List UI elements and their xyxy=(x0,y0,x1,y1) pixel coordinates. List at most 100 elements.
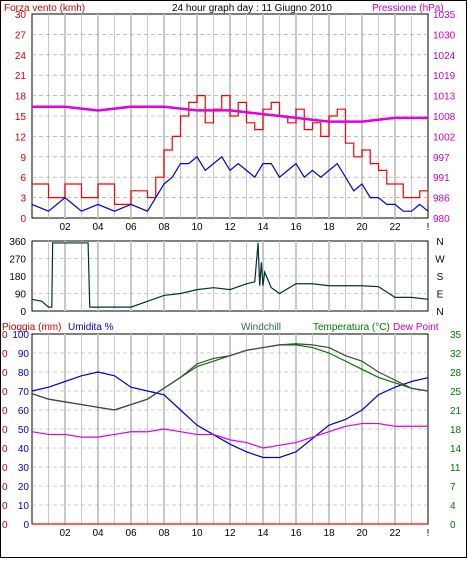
temp-humidity-hour-ticks: 02 04 06 08 10 12 14 16 18 20 22! xyxy=(59,528,429,539)
hour-tick-label: 14 xyxy=(257,222,269,233)
hour-tick-label: 08 xyxy=(158,528,170,539)
pressure-tick-label: 991 xyxy=(433,173,450,184)
wind-pressure-hour-ticks: 02 04 06 08 10 12 14 16 18 20 22! xyxy=(59,222,429,233)
wind-speed-tick-label: 0 xyxy=(20,214,26,225)
pressure-tick-label: 997 xyxy=(433,153,450,164)
wind-average-series xyxy=(31,155,429,212)
rain-tick-label: 0 xyxy=(2,444,8,455)
rain-tick-label: 0 xyxy=(2,463,8,474)
rain-tick-label: 0 xyxy=(2,349,8,360)
wind-speed-tick-label: 27 xyxy=(15,30,27,41)
pressure-tick-label: 980 xyxy=(433,214,450,225)
humidity-tick-label: 100 xyxy=(12,330,29,341)
humidity-tick-label: 20 xyxy=(18,482,30,493)
pressure-tick-label: 986 xyxy=(433,194,450,205)
wind-direction-tick-label: 0 xyxy=(20,307,26,318)
temp-humidity-grid xyxy=(32,334,428,524)
wind-speed-tick-label: 30 xyxy=(15,10,27,21)
temperature-legend: Temperatura (°C) xyxy=(313,322,390,333)
wind-direction-tick-label: 90 xyxy=(15,290,27,301)
compass-tick-label: S xyxy=(437,272,444,283)
pressure-tick-label: 1024 xyxy=(433,51,456,62)
hour-tick-label: 20 xyxy=(356,528,368,539)
wind-axis-title: Forza vento (kmh) xyxy=(4,3,85,14)
wind-speed-ticks: 0 3 6 9 12 15 18 21 24 27 30 xyxy=(15,10,27,225)
rain-tick-label: 0 xyxy=(2,387,8,398)
temperature-tick-label: 35 xyxy=(450,330,462,341)
humidity-tick-label: 30 xyxy=(18,463,30,474)
wind-direction-degree-ticks: 0 90 180 270 360 xyxy=(9,237,26,318)
temperature-tick-label: 14 xyxy=(450,444,462,455)
pressure-tick-label: 1030 xyxy=(433,30,456,41)
humidity-tick-label: 40 xyxy=(18,444,30,455)
hour-tick-label: 02 xyxy=(59,222,71,233)
wind-direction-grid xyxy=(32,241,428,311)
hour-tick-label: 12 xyxy=(224,222,236,233)
dew-point-series xyxy=(31,422,428,449)
humidity-tick-label: 50 xyxy=(18,425,30,436)
wind-speed-tick-label: 12 xyxy=(15,132,27,143)
temperature-tick-label: 11 xyxy=(450,463,461,474)
wind-speed-tick-label: 9 xyxy=(20,153,26,164)
wind-speed-tick-label: 24 xyxy=(15,51,27,62)
rain-tick-label: 0 xyxy=(2,406,8,417)
rain-ticks: 0 0 0 0 0 0 0 0 0 0 0 xyxy=(2,330,8,531)
temperature-tick-label: 4 xyxy=(450,501,456,512)
wind-speed-tick-label: 3 xyxy=(20,194,26,205)
hour-tick-label: 06 xyxy=(125,528,137,539)
wind-speed-tick-label: 15 xyxy=(15,112,27,123)
pressure-tick-label: 1035 xyxy=(433,10,456,21)
compass-tick-label: N xyxy=(436,307,443,318)
hour-tick-label: 22 xyxy=(389,528,401,539)
hour-tick-label: 04 xyxy=(92,222,104,233)
temperature-ticks: 0 4 7 11 14 18 21 25 28 32 35 xyxy=(450,330,462,531)
wind-speed-tick-label: 21 xyxy=(15,71,27,82)
pressure-axis-title: Pressione (hPa) xyxy=(372,3,444,14)
compass-tick-label: W xyxy=(435,255,445,266)
rain-tick-label: 0 xyxy=(2,501,8,512)
rain-tick-label: 0 xyxy=(2,368,8,379)
humidity-axis-title: Umidita % xyxy=(68,322,114,333)
hour-tick-label: 20 xyxy=(356,222,368,233)
rain-tick-label: 0 xyxy=(2,425,8,436)
rain-tick-label: 0 xyxy=(2,330,8,341)
wind-direction-tick-label: 270 xyxy=(9,255,26,266)
humidity-tick-label: 60 xyxy=(18,406,30,417)
wind-direction-series xyxy=(31,242,429,308)
rain-tick-label: 0 xyxy=(2,520,8,531)
temperature-tick-label: 18 xyxy=(450,425,462,436)
windchill-legend: Windchill xyxy=(241,322,281,333)
wind-direction-tick-label: 180 xyxy=(9,272,26,283)
hour-tick-label: 04 xyxy=(92,528,104,539)
temp-humidity-series xyxy=(31,343,429,525)
hour-tick-label: 22 xyxy=(389,222,401,233)
hour-tick-label: 06 xyxy=(125,222,137,233)
windchill-series xyxy=(31,343,429,411)
wind-pressure-series xyxy=(31,94,429,212)
pressure-ticks: 980 986 991 997 1002 1008 1013 1019 1024 1030 1035 xyxy=(433,10,456,225)
pressure-tick-label: 1019 xyxy=(433,71,456,82)
humidity-ticks: 0 10 20 30 40 50 60 70 80 90 100 xyxy=(12,330,29,531)
wind-speed-tick-label: 18 xyxy=(15,92,27,103)
humidity-tick-label: 70 xyxy=(18,387,30,398)
hour-tick-label: 14 xyxy=(257,528,269,539)
temperature-tick-label: 7 xyxy=(450,482,456,493)
chart-main-title: 24 hour graph day : 11 Giugno 2010 xyxy=(172,3,332,14)
rain-tick-label: 0 xyxy=(2,482,8,493)
pressure-tick-label: 1002 xyxy=(433,132,456,143)
wind-speed-tick-label: 6 xyxy=(20,173,26,184)
humidity-tick-label: 80 xyxy=(18,368,30,379)
hour-tick-label: 10 xyxy=(191,222,203,233)
temperature-tick-label: 25 xyxy=(450,387,462,398)
humidity-series xyxy=(31,371,429,459)
pressure-series xyxy=(32,105,428,123)
compass-tick-label: N xyxy=(436,237,443,248)
temperature-tick-label: 32 xyxy=(450,349,462,360)
humidity-tick-label: 0 xyxy=(23,520,29,531)
